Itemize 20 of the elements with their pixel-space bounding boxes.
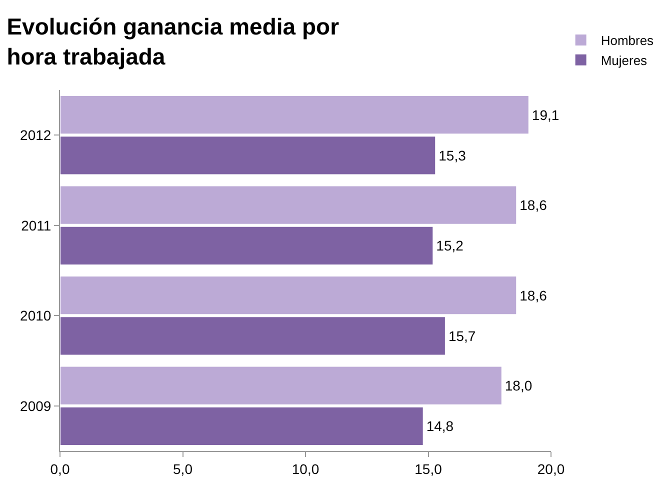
data-label: 18,0 bbox=[504, 378, 532, 394]
y-tick-label: 2011 bbox=[21, 217, 52, 234]
x-tick-label: 15,0 bbox=[414, 460, 442, 477]
data-label: 15,7 bbox=[448, 328, 476, 344]
y-tick-label: 2012 bbox=[20, 127, 52, 144]
data-label: 18,6 bbox=[520, 287, 548, 304]
x-tick-label: 5,0 bbox=[173, 460, 193, 477]
data-label: 15,2 bbox=[436, 238, 464, 254]
legend-label: Mujeres bbox=[600, 52, 648, 68]
x-tick-label: 20,0 bbox=[537, 460, 565, 477]
x-tick-label: 10,0 bbox=[292, 460, 320, 477]
data-label: 18,6 bbox=[520, 197, 548, 214]
legend-label: Hombres bbox=[600, 33, 654, 48]
chart-title: Evolución ganancia media por hora trabajada bbox=[6, 13, 340, 70]
data-label: 14,8 bbox=[426, 418, 454, 434]
data-label: 15,3 bbox=[438, 147, 466, 164]
y-tick-label: 2010 bbox=[20, 308, 52, 324]
y-tick-label: 2009 bbox=[20, 398, 52, 414]
x-tick-label: 0,0 bbox=[50, 460, 70, 477]
data-label: 19,1 bbox=[532, 106, 560, 123]
